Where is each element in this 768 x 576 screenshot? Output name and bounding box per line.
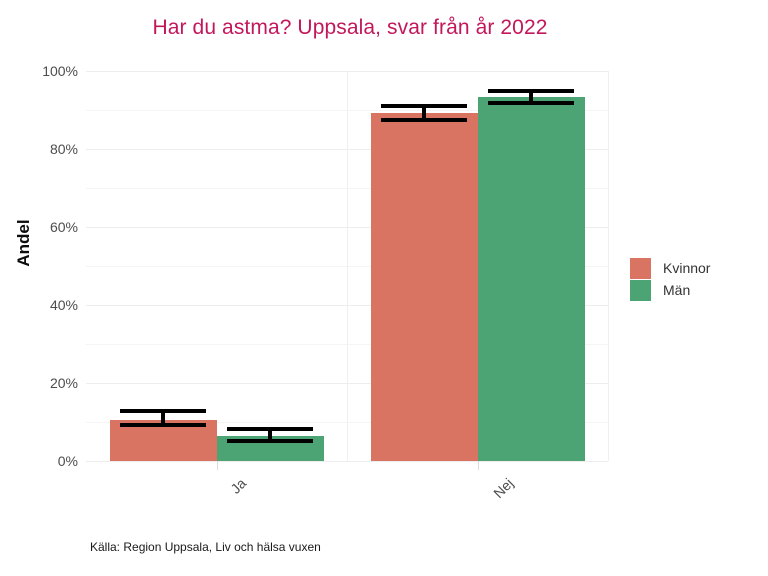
error-bar-cap-upper: [381, 104, 467, 109]
y-tick-label: 20%: [49, 375, 78, 391]
y-tick-label: 0%: [57, 453, 78, 469]
y-tick-label: 60%: [49, 219, 78, 235]
gridline-vertical: [608, 71, 609, 461]
y-tick-label: 100%: [42, 63, 78, 79]
error-bar-cap-upper: [488, 88, 574, 93]
source-caption: Källa: Region Uppsala, Liv och hälsa vux…: [90, 540, 321, 554]
error-bar-cap-lower: [488, 100, 574, 105]
error-bar-stem: [161, 411, 165, 426]
gridline-major: [86, 461, 608, 462]
error-bar-cap-lower: [227, 439, 313, 444]
gridline-vertical: [347, 71, 348, 461]
x-tick-mark: [478, 461, 479, 470]
x-axis-tick-labels: Ja Nej: [86, 461, 608, 521]
legend-item-män[interactable]: Män: [630, 279, 710, 301]
error-bar-cap-lower: [381, 117, 467, 122]
error-bar-stem: [268, 429, 272, 442]
error-bar-stem: [529, 90, 533, 103]
legend-label: Män: [663, 282, 691, 298]
chart-legend: Kvinnor Män: [630, 257, 710, 301]
chart-title: Har du astma? Uppsala, svar från år 2022: [152, 16, 548, 39]
x-tick-mark: [217, 461, 218, 470]
y-axis-tick-labels: 0% 20% 40% 60% 80% 100%: [0, 63, 78, 469]
error-bar-stem: [422, 106, 426, 120]
error-bar-cap-upper: [227, 427, 313, 432]
plot-area: [86, 71, 609, 462]
error-bar-cap-lower: [120, 423, 206, 428]
y-tick-label: 40%: [49, 297, 78, 313]
legend-item-kvinnor[interactable]: Kvinnor: [630, 257, 710, 279]
legend-label: Kvinnor: [663, 260, 711, 276]
x-tick-label-nej: Nej: [489, 475, 516, 502]
legend-swatch-män: [630, 279, 651, 301]
legend-swatch-kvinnor: [630, 257, 651, 279]
bar-män-nej[interactable]: [477, 97, 585, 461]
y-axis-title: Andel: [14, 219, 33, 267]
bar-kvinnor-nej[interactable]: [370, 113, 478, 461]
x-tick-label-ja: Ja: [226, 475, 249, 497]
y-tick-label: 80%: [49, 141, 78, 157]
error-bar-cap-upper: [120, 409, 206, 414]
